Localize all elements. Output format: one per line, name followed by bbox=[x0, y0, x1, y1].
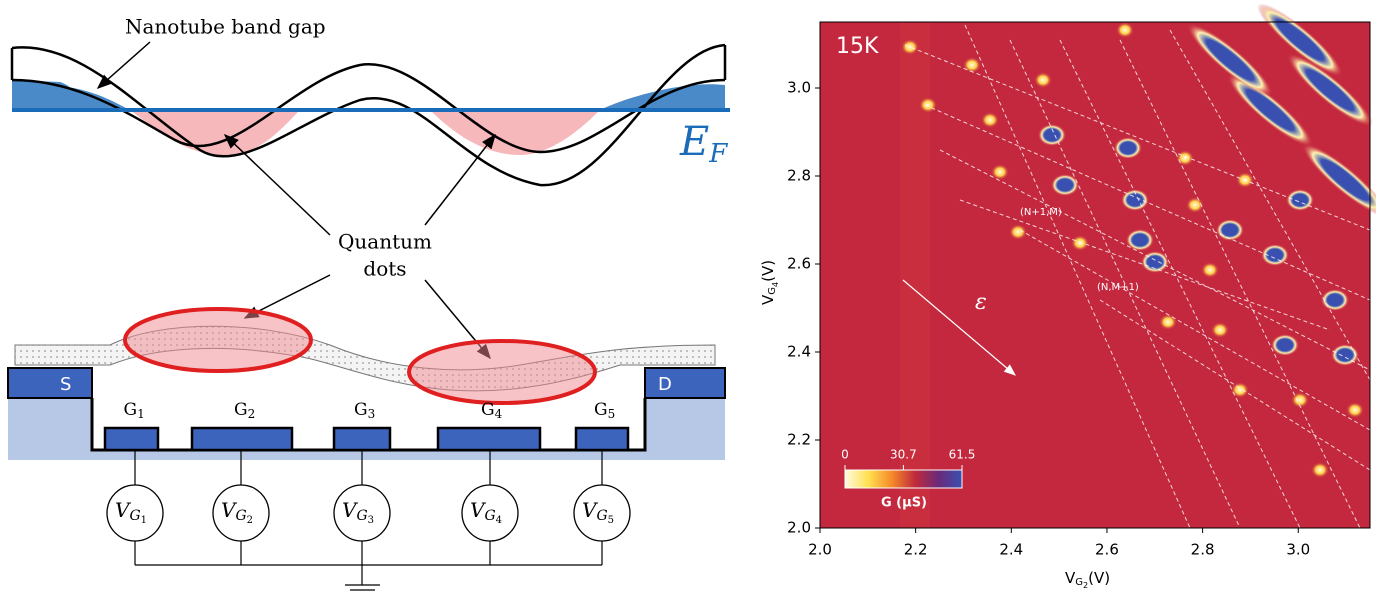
drain-electrode bbox=[644, 367, 726, 399]
resonance bbox=[1121, 189, 1149, 211]
voltage-source bbox=[212, 484, 270, 542]
resonance bbox=[1311, 462, 1329, 478]
quantum-dot bbox=[123, 307, 313, 373]
y-tick-label: 2.2 bbox=[787, 431, 811, 449]
band-edge bbox=[11, 63, 726, 154]
resonance bbox=[1159, 314, 1177, 330]
gate bbox=[103, 426, 160, 452]
band-diagram: EF Nanotube band gap Quantum dots bbox=[10, 15, 730, 360]
resonance bbox=[1231, 382, 1249, 398]
drain-label: D bbox=[658, 374, 672, 395]
resonance bbox=[1211, 322, 1229, 338]
source-electrode bbox=[7, 367, 93, 399]
colorbar-tick-label: 0 bbox=[841, 448, 849, 462]
resonance bbox=[1331, 344, 1359, 366]
resonance bbox=[1321, 289, 1349, 311]
dot-pocket bbox=[430, 110, 600, 155]
resonance bbox=[1216, 219, 1244, 241]
resonance bbox=[1287, 53, 1373, 127]
resonance bbox=[1116, 22, 1134, 38]
source-label: S bbox=[60, 374, 71, 395]
gate bbox=[190, 426, 294, 452]
colorbar-tick-label: 61.5 bbox=[949, 448, 976, 462]
resonance bbox=[1302, 143, 1376, 217]
gate-label: G5 bbox=[594, 400, 615, 421]
resonance bbox=[991, 164, 1009, 180]
colorbar bbox=[844, 469, 963, 489]
y-tick-label: 2.0 bbox=[787, 519, 811, 537]
voltage-source bbox=[333, 484, 391, 542]
gate-label: G2 bbox=[234, 400, 255, 421]
quantum-dots-label: dots bbox=[363, 257, 406, 281]
epsilon-label: ε bbox=[975, 290, 987, 315]
temperature-label: 15K bbox=[836, 34, 879, 59]
resonance bbox=[1141, 251, 1169, 273]
band-gap-label: Nanotube band gap bbox=[125, 15, 326, 39]
resonance bbox=[1346, 402, 1364, 418]
resonance bbox=[1271, 334, 1299, 356]
resonance bbox=[1186, 197, 1204, 213]
resonance bbox=[1009, 224, 1027, 240]
resonance bbox=[901, 39, 919, 55]
resonance bbox=[1038, 124, 1066, 146]
x-tick-label: 3.0 bbox=[1286, 541, 1310, 559]
band-edge bbox=[11, 43, 726, 187]
y-tick-label: 3.0 bbox=[787, 79, 811, 97]
voltage-label: VG2 bbox=[221, 498, 253, 526]
gate-label: G1 bbox=[124, 400, 145, 421]
x-tick-label: 2.8 bbox=[1191, 541, 1215, 559]
resonance bbox=[1051, 174, 1079, 196]
x-tick-label: 2.6 bbox=[1095, 541, 1119, 559]
resonance bbox=[981, 112, 999, 128]
voltage-label: VG4 bbox=[470, 498, 502, 526]
gate-label: G4 bbox=[481, 400, 503, 421]
gate bbox=[436, 426, 542, 452]
voltage-label: VG1 bbox=[115, 498, 147, 526]
resonance bbox=[1261, 244, 1289, 266]
colorbar-label: G (µS) bbox=[881, 496, 927, 511]
annotation: (N,M+1) bbox=[1097, 282, 1139, 293]
x-tick-label: 2.0 bbox=[808, 541, 832, 559]
voltage-source bbox=[461, 484, 519, 542]
resonance bbox=[963, 57, 981, 73]
resonance bbox=[1201, 262, 1219, 278]
resonance bbox=[1071, 235, 1089, 251]
quantum-dot bbox=[407, 339, 597, 405]
device: S D G1 VG1 G2 VG2 G3 VG3 G4 VG4 G5 VG5 bbox=[7, 307, 726, 591]
y-tick-label: 2.4 bbox=[787, 343, 811, 361]
y-label: VG4(V) bbox=[759, 260, 780, 305]
voltage-label: VG3 bbox=[342, 498, 374, 526]
y-tick-label: 2.6 bbox=[787, 255, 811, 273]
stability-map: ε (N+1,M) (N,M+1) 15K G (µS) 2.0 2.2 2.4 2.… bbox=[759, 3, 1376, 590]
resonance bbox=[1291, 392, 1309, 408]
resonance bbox=[919, 97, 937, 113]
x-tick-label: 2.2 bbox=[904, 541, 928, 559]
gate bbox=[332, 426, 392, 452]
voltage-source bbox=[106, 484, 164, 542]
y-tick-label: 2.8 bbox=[787, 167, 811, 185]
resonance bbox=[1114, 137, 1142, 159]
x-tick-label: 2.4 bbox=[999, 541, 1023, 559]
x-label: VG2(V) bbox=[1065, 569, 1110, 590]
voltage-source bbox=[573, 484, 631, 542]
gate bbox=[574, 426, 630, 452]
resonance bbox=[1126, 229, 1154, 251]
resonance bbox=[1176, 150, 1194, 166]
gate-label: G3 bbox=[354, 400, 375, 421]
annotation: (N+1,M) bbox=[1020, 207, 1062, 218]
resonance bbox=[1034, 72, 1052, 88]
quantum-dots-label: Quantum bbox=[338, 230, 432, 254]
resonance bbox=[1286, 189, 1314, 211]
resonances bbox=[901, 3, 1376, 478]
colorbar-tick-label: 30.7 bbox=[890, 448, 917, 462]
fermi-label: EF bbox=[679, 119, 728, 169]
filled-band bbox=[12, 84, 130, 110]
nanotube bbox=[14, 325, 716, 392]
voltage-label: VG5 bbox=[582, 498, 614, 526]
plot-frame bbox=[819, 21, 1371, 529]
resonance bbox=[1227, 73, 1313, 147]
resonance bbox=[1187, 23, 1273, 97]
